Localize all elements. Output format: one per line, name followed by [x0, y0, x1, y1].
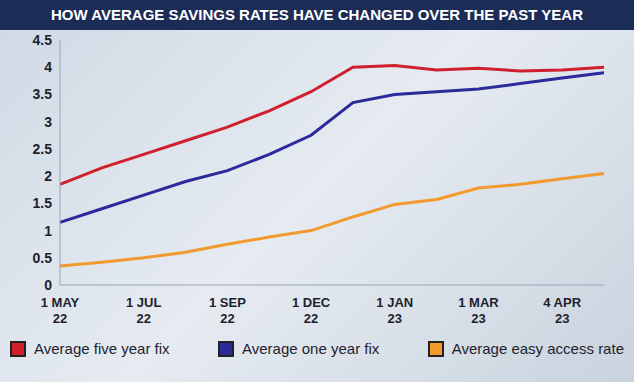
svg-text:1.5: 1.5	[33, 195, 53, 211]
html-text:Average five year fix: Average five year fix	[34, 340, 170, 357]
svg-text:1 MAY22: 1 MAY22	[41, 295, 80, 326]
svg-text:2.5: 2.5	[33, 141, 53, 157]
html-text:HOW AVERAGE SAVINGS RATES HAVE: HOW AVERAGE SAVINGS RATES HAVE CHANGED O…	[51, 6, 583, 23]
svg-text:0: 0	[44, 277, 52, 293]
svg-text:1 JUL22: 1 JUL22	[126, 295, 161, 326]
svg-text:0.5: 0.5	[33, 250, 53, 266]
svg-text:3: 3	[44, 114, 52, 130]
html-text:Average one year fix: Average one year fix	[242, 340, 380, 357]
svg-text:4.5: 4.5	[33, 32, 53, 48]
html-text:Average easy access rate: Average easy access rate	[451, 340, 624, 357]
svg-text:3.5: 3.5	[33, 86, 53, 102]
svg-text:1 SEP22: 1 SEP22	[209, 295, 246, 326]
svg-text:1: 1	[44, 223, 52, 239]
svg-text:4: 4	[44, 59, 52, 75]
svg-text:4 APR23: 4 APR23	[543, 295, 581, 326]
svg-text:2: 2	[44, 168, 52, 184]
svg-text:1 JAN23: 1 JAN23	[376, 295, 413, 326]
svg-text:1 MAR23: 1 MAR23	[458, 295, 499, 326]
svg-text:1 DEC22: 1 DEC22	[292, 295, 331, 326]
